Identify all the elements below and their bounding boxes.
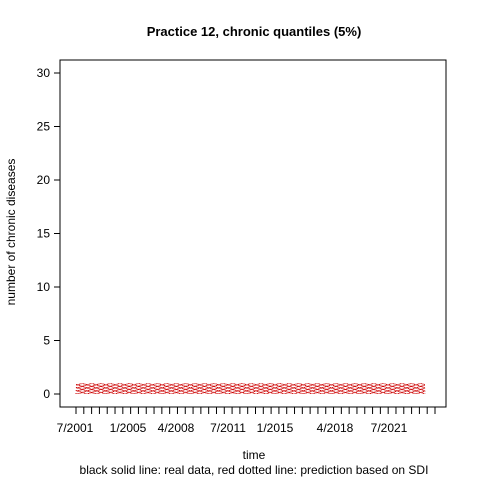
- x-tick-label: 1/2005: [110, 421, 147, 435]
- plot-frame: [59, 59, 447, 408]
- x-tick-label: 4/2018: [317, 421, 354, 435]
- y-tick-label: 25: [37, 120, 51, 134]
- y-axis: 0 5 10 15 20 25 30: [37, 66, 61, 401]
- x-tick-label: 7/2021: [371, 421, 408, 435]
- series-prediction: [75, 383, 426, 395]
- x-axis: 7/2001 1/2005 4/2008 7/2011 1/2015 4/2018 7/20…: [57, 407, 436, 435]
- x-tick-label: 7/2011: [210, 421, 246, 435]
- x-tick-label: 1/2015: [257, 421, 294, 435]
- y-tick-label: 5: [43, 334, 50, 348]
- y-tick-label: 10: [37, 280, 51, 294]
- x-axis-label: time: [243, 448, 266, 462]
- y-tick-label: 20: [37, 173, 51, 187]
- prediction-line: [75, 383, 426, 395]
- y-tick-label: 30: [37, 66, 51, 80]
- y-axis-label: number of chronic diseases: [4, 159, 18, 306]
- y-tick-label: 0: [43, 387, 50, 401]
- y-tick-label: 15: [37, 227, 51, 241]
- caption: black solid line: real data, red dotted …: [80, 463, 429, 477]
- x-tick-label: 4/2008: [158, 421, 195, 435]
- chart-title: Practice 12, chronic quantiles (5%): [147, 24, 362, 39]
- x-tick-label: 7/2001: [57, 421, 94, 435]
